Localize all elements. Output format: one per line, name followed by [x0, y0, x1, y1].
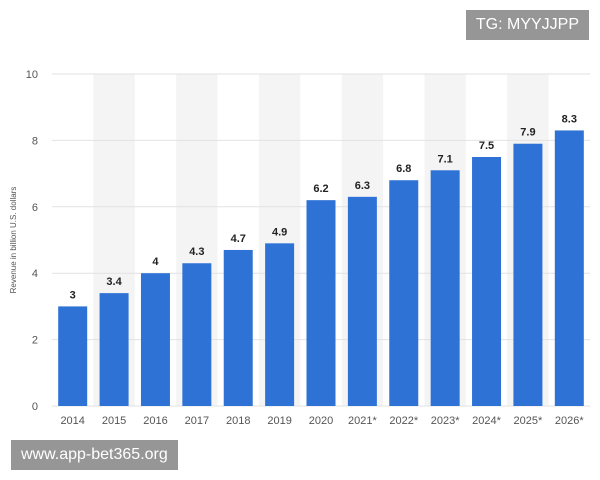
x-tick-label: 2022*	[389, 415, 418, 427]
bar-value-label: 4	[152, 256, 159, 268]
bar-2021*	[347, 196, 377, 406]
bar-value-label: 6.2	[313, 183, 328, 195]
bar-2018	[223, 249, 253, 406]
y-tick-label: 10	[26, 69, 38, 81]
bar-2016	[140, 273, 170, 406]
bar-value-label: 4.7	[231, 233, 246, 245]
y-tick-label: 8	[32, 135, 38, 147]
bar-value-label: 3	[70, 289, 76, 301]
x-tick-label: 2017	[185, 415, 209, 427]
bar-2023*	[430, 170, 460, 406]
x-tick-label: 2018	[226, 415, 250, 427]
watermark-tg-badge: TG: MYYJJPP	[465, 10, 589, 40]
bar-2022*	[389, 180, 419, 406]
y-tick-label: 6	[32, 202, 38, 214]
y-tick-label: 0	[32, 401, 38, 413]
watermark-url-badge: www.app-bet365.org	[11, 440, 178, 470]
bar-2014	[58, 306, 88, 406]
x-tick-label: 2025*	[514, 415, 543, 427]
bar-value-label: 8.3	[562, 113, 577, 125]
x-tick-label: 2016	[143, 415, 167, 427]
y-tick-label: 4	[32, 268, 38, 280]
x-tick-label: 2014	[60, 415, 84, 427]
x-tick-label: 2023*	[431, 415, 460, 427]
bar-value-label: 6.3	[355, 180, 370, 192]
y-axis-label: Revenue in billion U.S. dollars	[9, 187, 18, 294]
x-tick-label: 2019	[267, 415, 291, 427]
bar-2015	[99, 293, 129, 406]
bar-2024*	[472, 157, 502, 406]
y-tick-label: 2	[32, 335, 38, 347]
bar-value-label: 7.1	[438, 153, 453, 165]
x-tick-label: 2026*	[555, 415, 584, 427]
bar-2026*	[554, 130, 584, 406]
bar-2025*	[513, 143, 543, 406]
x-tick-label: 2024*	[472, 415, 501, 427]
bar-value-label: 4.9	[272, 226, 287, 238]
bar-value-label: 3.4	[106, 276, 122, 288]
bar-value-label: 4.3	[189, 246, 204, 258]
x-tick-label: 2020	[309, 415, 333, 427]
x-tick-label: 2021*	[348, 415, 377, 427]
bar-2020	[306, 200, 336, 406]
bar-value-label: 6.8	[396, 163, 411, 175]
bar-value-label: 7.9	[520, 127, 535, 139]
x-tick-label: 2015	[102, 415, 126, 427]
bar-value-label: 7.5	[479, 140, 494, 152]
bar-2017	[182, 263, 212, 406]
bar-2019	[265, 243, 295, 406]
